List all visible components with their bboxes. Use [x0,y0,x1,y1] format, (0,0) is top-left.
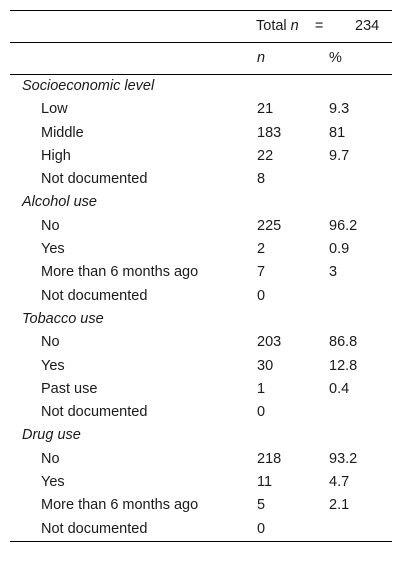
percent-cell: 9.7 [329,147,350,164]
total-header: Total n = [256,11,323,42]
section-header-row: Tobacco use [10,308,392,331]
count-cell: 1 [257,380,266,397]
count-cell: 2 [257,241,266,258]
data-table: Total n = 234 n % Socioeconomic level Low… [10,10,392,542]
table-row: High 22 9.7 [10,145,392,168]
table-row: Yes 30 12.8 [10,355,392,378]
count-cell: 21 [257,101,274,118]
section-header-row: Alcohol use [10,191,392,214]
count-cell: 0 [257,520,266,537]
count-cell: 7 [257,264,266,281]
table-row: Low 21 9.3 [10,98,392,121]
count-cell: 30 [257,357,274,374]
section-title: Tobacco use [22,310,104,327]
total-value: 234 [355,18,380,34]
row-label: Not documented [41,287,148,304]
count-cell: 218 [257,450,282,467]
table-row: Not documented 0 [10,518,392,541]
row-label: No [41,217,60,234]
table-row: More than 6 months ago 7 3 [10,261,392,284]
row-label: Not documented [41,171,148,188]
percent-cell: 0.9 [329,241,350,258]
percent-cell: 0.4 [329,380,350,397]
table-row: Middle 183 81 [10,122,392,145]
table-row: Not documented 8 [10,168,392,191]
count-cell: 22 [257,147,274,164]
n-symbol: n [290,18,299,34]
percent-cell: 2.1 [329,497,350,514]
row-label: More than 6 months ago [41,497,199,514]
count-cell: 11 [257,474,273,491]
table-row: Yes 11 4.7 [10,471,392,494]
row-label: Yes [41,241,65,258]
row-label: Past use [41,380,98,397]
row-label: No [41,334,60,351]
table-row: No 203 86.8 [10,331,392,354]
count-cell: 183 [257,124,282,141]
table-row: Past use 1 0.4 [10,378,392,401]
count-cell: 5 [257,497,266,514]
row-label: Low [41,101,68,118]
equals-sign: = [314,18,324,34]
row-label: No [41,450,60,467]
section-title: Socioeconomic level [22,78,155,94]
section-header-row: Drug use [10,424,392,447]
header-row-total: Total n = 234 [10,11,392,42]
row-label: Not documented [41,520,148,537]
row-label: High [41,147,71,164]
row-label: More than 6 months ago [41,264,199,281]
count-cell: 0 [257,404,266,421]
percent-cell: 93.2 [329,450,358,467]
count-cell: 203 [257,334,282,351]
total-label: Total [256,18,287,34]
section-title: Alcohol use [22,194,97,211]
percent-cell: 81 [329,124,346,141]
section-header-row: Socioeconomic level [10,75,392,98]
table-row: Not documented 0 [10,401,392,424]
table-body: Socioeconomic level Low 21 9.3 Middle 183 81 Hi… [10,75,392,541]
percent-cell: 96.2 [329,217,358,234]
section-title: Drug use [22,427,81,444]
column-header-n: n [257,50,266,66]
percent-cell: 3 [329,264,338,281]
percent-cell: 4.7 [329,474,350,491]
percent-cell: 86.8 [329,334,358,351]
header-row-columns: n % [10,42,392,75]
table-row: More than 6 months ago 5 2.1 [10,494,392,517]
percent-cell: 9.3 [329,101,350,118]
row-label: Yes [41,357,65,374]
percent-cell: 12.8 [329,357,358,374]
count-cell: 225 [257,217,282,234]
row-label: Not documented [41,404,148,421]
table-row: No 225 96.2 [10,215,392,238]
table-row: Yes 2 0.9 [10,238,392,261]
count-cell: 8 [257,171,266,188]
table-row: No 218 93.2 [10,448,392,471]
column-header-percent: % [329,50,342,66]
table-row: Not documented 0 [10,285,392,308]
count-cell: 0 [257,287,266,304]
row-label: Middle [41,124,84,141]
row-label: Yes [41,474,65,491]
